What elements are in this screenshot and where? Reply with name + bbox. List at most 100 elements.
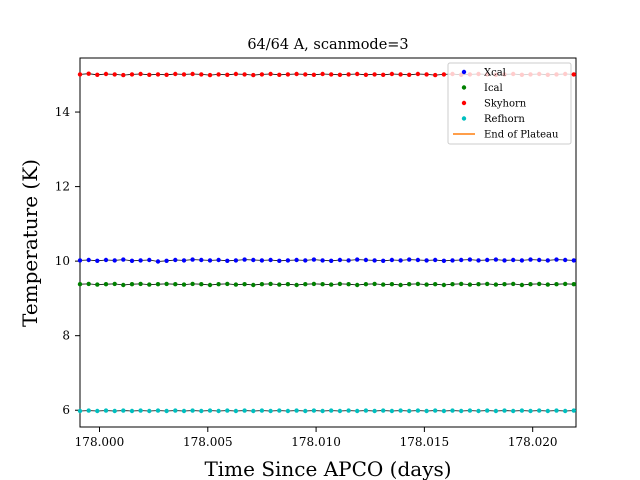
- data-point: [251, 72, 256, 78]
- data-point: [138, 71, 143, 77]
- data-point: [147, 72, 152, 78]
- data-point: [485, 257, 490, 263]
- data-point: [155, 282, 161, 287]
- data-point: [363, 72, 369, 78]
- data-point: [207, 72, 213, 78]
- data-point: [563, 281, 568, 287]
- y-tick-label: 8: [62, 329, 70, 343]
- data-point: [199, 72, 204, 77]
- data-point: [381, 408, 386, 413]
- data-point: [103, 408, 109, 413]
- data-point: [129, 258, 135, 263]
- data-point: [320, 71, 325, 77]
- data-point: [207, 282, 213, 288]
- data-point: [450, 408, 455, 413]
- data-point: [242, 282, 247, 287]
- data-point: [459, 257, 464, 263]
- data-point: [181, 408, 187, 414]
- data-point: [476, 282, 481, 287]
- data-point: [216, 282, 221, 287]
- data-point: [251, 282, 256, 288]
- data-point: [233, 71, 239, 77]
- data-point: [311, 72, 317, 78]
- data-point: [225, 258, 230, 263]
- data-point: [259, 408, 265, 413]
- data-point: [242, 72, 247, 77]
- data-point: [251, 408, 256, 414]
- data-point: [103, 257, 109, 263]
- data-point: [294, 282, 299, 288]
- data-point: [407, 282, 412, 287]
- data-point: [424, 282, 429, 287]
- data-point: [537, 408, 542, 413]
- data-point: [476, 408, 481, 414]
- data-point: [86, 71, 91, 76]
- data-point: [537, 257, 542, 263]
- data-point: [346, 72, 351, 77]
- data-point: [407, 257, 412, 262]
- data-point: [164, 281, 169, 287]
- x-axis-label: Time Since APCO (days): [204, 457, 451, 480]
- data-point: [398, 282, 403, 288]
- data-point: [129, 72, 135, 77]
- data-point: [519, 282, 525, 288]
- data-point: [259, 72, 265, 77]
- data-point: [467, 282, 473, 287]
- data-point: [528, 257, 533, 262]
- data-point: [389, 408, 395, 414]
- legend-swatch: [461, 100, 467, 106]
- legend-swatch: [461, 85, 467, 90]
- data-point: [77, 408, 83, 414]
- legend-swatch: [461, 69, 467, 75]
- data-point: [285, 408, 291, 414]
- data-point: [389, 257, 395, 263]
- y-tick-label: 6: [62, 403, 70, 417]
- data-point: [155, 72, 161, 77]
- data-point: [173, 408, 178, 413]
- data-point: [199, 408, 204, 414]
- data-point: [77, 282, 83, 287]
- data-point: [554, 282, 559, 287]
- plot-area: [79, 57, 577, 428]
- data-point: [147, 282, 152, 287]
- legend-label: Ical: [484, 83, 503, 94]
- data-point: [519, 258, 525, 263]
- data-point: [372, 72, 377, 77]
- data-point: [77, 258, 83, 263]
- data-point: [164, 72, 169, 78]
- data-point: [554, 408, 559, 413]
- data-point: [493, 408, 499, 414]
- data-point: [571, 72, 576, 77]
- data-point: [77, 72, 83, 77]
- data-point: [294, 71, 299, 77]
- data-point: [155, 259, 161, 264]
- data-point: [121, 408, 126, 413]
- data-point: [415, 281, 421, 287]
- data-point: [164, 408, 169, 414]
- data-point: [346, 258, 351, 263]
- data-point: [173, 282, 178, 287]
- chart-title: 64/64 A, scanmode=3: [247, 37, 408, 53]
- data-point: [415, 71, 421, 77]
- data-point: [138, 281, 143, 287]
- data-point: [511, 408, 516, 414]
- data-point: [363, 257, 369, 263]
- data-point: [225, 72, 230, 78]
- data-point: [389, 71, 395, 77]
- data-point: [190, 281, 195, 287]
- data-point: [320, 408, 325, 414]
- data-point: [285, 258, 291, 263]
- data-point: [346, 282, 351, 287]
- data-point: [294, 257, 299, 263]
- legend-entry: End of Plateau: [453, 130, 559, 141]
- data-point: [268, 408, 273, 414]
- data-point: [147, 408, 152, 414]
- data-point: [355, 408, 360, 414]
- data-point: [433, 408, 438, 413]
- data-point: [112, 281, 117, 287]
- data-point: [407, 72, 412, 78]
- data-point: [381, 258, 386, 263]
- legend-label: End of Plateau: [484, 130, 559, 141]
- data-point: [303, 282, 308, 287]
